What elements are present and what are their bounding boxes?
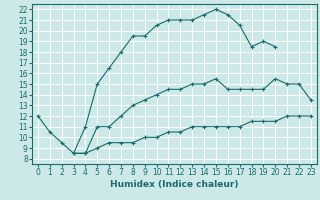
X-axis label: Humidex (Indice chaleur): Humidex (Indice chaleur) — [110, 180, 239, 189]
